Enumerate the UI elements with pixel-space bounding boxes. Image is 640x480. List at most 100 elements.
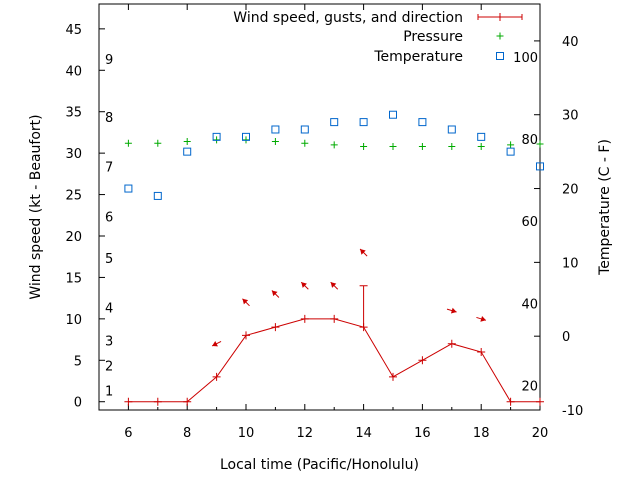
wind-speed-point	[124, 397, 133, 406]
legend-key-wind	[477, 13, 523, 21]
wind-speed-point	[536, 397, 544, 406]
pressure-point	[507, 141, 515, 149]
x-tick-label: 16	[414, 426, 431, 441]
y-tick-label: 10	[65, 313, 82, 328]
temperature-point	[300, 125, 309, 134]
pressure-point	[154, 139, 162, 147]
beaufort-tick-label: 6	[105, 210, 113, 225]
temperature-point	[418, 118, 427, 127]
plot-frame	[98, 3, 541, 411]
temperature-point	[183, 147, 192, 156]
beaufort-tick-label: 7	[105, 161, 113, 176]
pressure-point	[360, 143, 368, 151]
wind-speed-point	[418, 356, 427, 365]
wind-speed-point	[389, 372, 397, 381]
wind-speed-point	[447, 339, 456, 348]
temperature-point	[153, 191, 162, 200]
y2-tick-label: 10	[562, 256, 579, 271]
x-tick-label: 6	[124, 426, 132, 441]
wind-gust-bar	[359, 285, 368, 328]
legend-label: Wind speed, gusts, and direction	[233, 10, 463, 26]
beaufort-tick-label: 1	[105, 384, 113, 399]
temperature-point	[212, 132, 221, 141]
temperature-point	[124, 184, 133, 193]
temperature-point	[536, 162, 544, 171]
y-axis-title: Wind speed (kt - Beaufort)	[28, 114, 44, 299]
x-axis-title: Local time (Pacific/Honolulu)	[220, 457, 419, 473]
pressure-point	[448, 143, 456, 151]
y2-tick-label: 0	[562, 330, 570, 345]
wind-direction-arrowhead	[212, 341, 218, 347]
fahrenheit-tick-label: 100	[513, 51, 538, 66]
x-tick-label: 18	[473, 426, 490, 441]
pressure-point	[418, 143, 426, 151]
y-tick-label: 25	[65, 189, 82, 204]
legend-label: Pressure	[403, 29, 463, 45]
wind-speed-point	[506, 397, 515, 406]
wind-direction-arrowhead	[271, 290, 278, 297]
y-tick-label: 30	[65, 147, 82, 162]
y-tick-label: 5	[74, 354, 82, 369]
wind-direction-arrowhead	[330, 282, 337, 288]
fahrenheit-tick-label: 40	[521, 298, 538, 313]
beaufort-tick-label: 4	[105, 302, 113, 317]
y-tick-label: 40	[65, 64, 82, 79]
legend-label: Temperature	[373, 49, 463, 65]
wind-speed-point	[271, 323, 280, 332]
temperature-point	[389, 110, 397, 119]
pressure-point	[271, 138, 279, 146]
temperature-point	[447, 125, 456, 134]
wind-direction-arrowhead	[450, 307, 457, 314]
pressure-point	[389, 143, 397, 151]
x-tick-label: 12	[297, 426, 314, 441]
beaufort-tick-label: 8	[105, 111, 113, 126]
wind-speed-point	[477, 348, 486, 356]
beaufort-tick-label: 5	[105, 252, 113, 267]
temperature-point	[477, 132, 486, 141]
y2-tick-label: 40	[562, 35, 579, 50]
y-tick-label: 20	[65, 230, 82, 245]
wind-direction-arrowhead	[301, 282, 307, 288]
pressure-point	[477, 143, 485, 151]
pressure-point	[330, 141, 338, 149]
y-tick-label: 15	[65, 271, 82, 286]
temperature-point	[359, 118, 368, 127]
beaufort-tick-label: 3	[105, 335, 113, 350]
pressure-point	[536, 140, 544, 148]
y-tick-label: 0	[74, 396, 82, 411]
wind-speed-point	[242, 331, 250, 340]
wind-speed-point	[300, 314, 309, 323]
wind-speed-point	[153, 397, 162, 406]
pressure-point	[183, 138, 191, 146]
wind-speed-point	[212, 372, 221, 381]
legend-key-temperature	[496, 52, 504, 60]
y2-axis-title: Temperature (C - F)	[597, 139, 613, 276]
y2-tick-label: -10	[562, 404, 583, 419]
fahrenheit-tick-label: 60	[521, 215, 538, 230]
fahrenheit-tick-label: 20	[521, 380, 538, 395]
x-tick-label: 20	[532, 426, 549, 441]
x-tick-label: 10	[238, 426, 255, 441]
pressure-point	[124, 139, 132, 147]
wind-direction-arrowhead	[480, 315, 486, 322]
legend-key-pressure	[496, 32, 504, 40]
x-tick-label: 8	[183, 426, 191, 441]
data-layer	[124, 110, 544, 406]
temperature-point	[330, 118, 339, 127]
text-layer: 6 8 10 12 14 16 18 20051015202530354045-1001020…	[28, 10, 613, 473]
beaufort-tick-label: 2	[105, 360, 113, 375]
y2-tick-label: 30	[562, 109, 579, 124]
y-tick-label: 35	[65, 106, 82, 121]
x-tick-label: 14	[355, 426, 372, 441]
wind-speed-line	[128, 318, 540, 403]
beaufort-tick-label: 9	[105, 53, 113, 68]
temperature-point	[271, 125, 280, 134]
wind-direction-arrowhead	[360, 249, 366, 255]
wind-speed-point	[183, 397, 192, 406]
pressure-point	[301, 139, 309, 147]
y-tick-label: 45	[65, 23, 82, 38]
fahrenheit-tick-label: 80	[521, 133, 538, 148]
plot-frame-layer	[98, 3, 541, 411]
y2-tick-label: 20	[562, 183, 579, 198]
